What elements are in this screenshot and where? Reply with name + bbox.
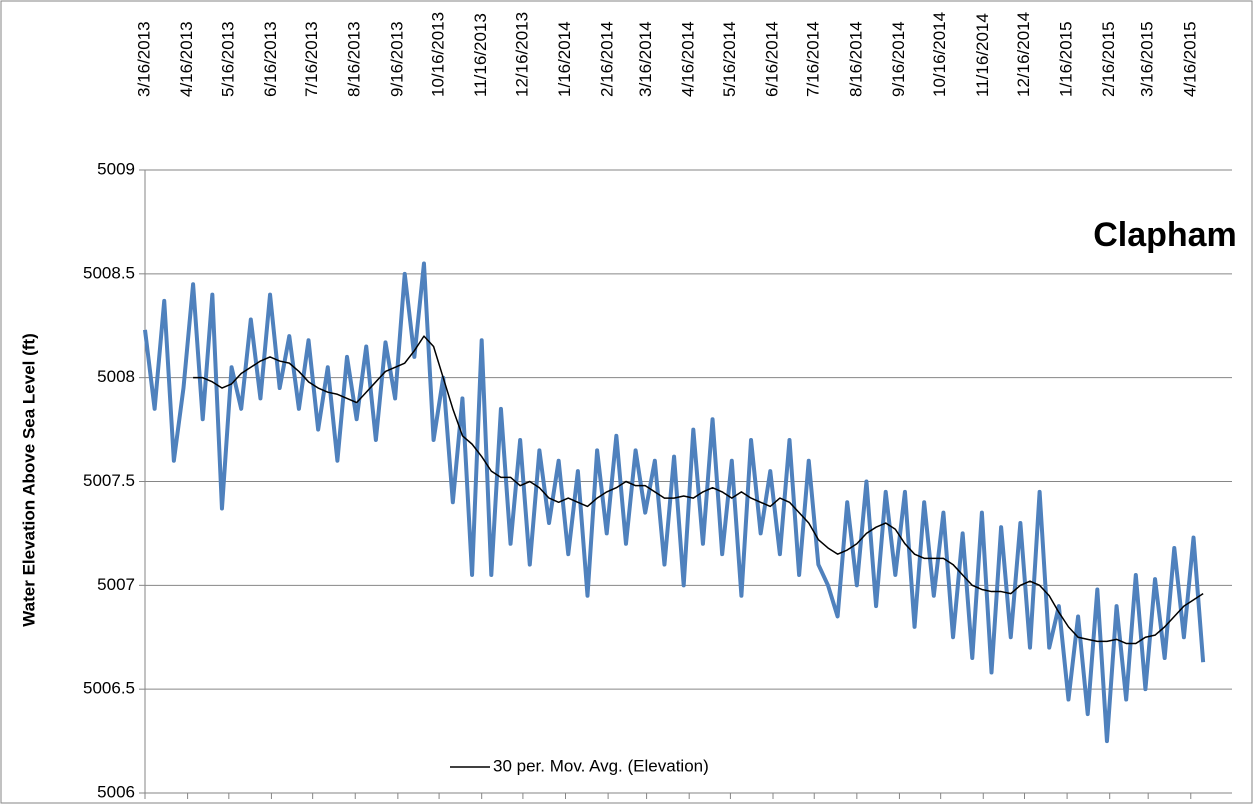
x-tick-label: 4/16/2015 bbox=[1180, 21, 1199, 97]
x-tick-label: 4/16/2014 bbox=[679, 21, 698, 97]
x-tick-label: 2/16/2014 bbox=[598, 21, 617, 97]
x-tick-label: 6/16/2013 bbox=[261, 21, 280, 97]
y-tick-label: 5007 bbox=[97, 575, 135, 594]
x-tick-label: 12/16/2013 bbox=[512, 12, 531, 97]
x-tick-label: 3/16/2014 bbox=[636, 21, 655, 97]
x-tick-label: 6/16/2014 bbox=[762, 21, 781, 97]
x-tick-label: 10/16/2013 bbox=[429, 12, 448, 97]
x-tick-label: 11/16/2013 bbox=[471, 13, 490, 97]
y-tick-label: 5008 bbox=[97, 367, 135, 386]
x-tick-label: 7/16/2014 bbox=[804, 21, 823, 97]
y-tick-label: 5006 bbox=[97, 782, 135, 801]
x-tick-label: 10/16/2014 bbox=[930, 12, 949, 97]
x-tick-label: 5/16/2013 bbox=[218, 21, 237, 97]
x-tick-label: 9/16/2014 bbox=[889, 21, 908, 97]
y-tick-label: 5006.5 bbox=[83, 679, 135, 698]
x-tick-label: 8/16/2013 bbox=[345, 21, 364, 97]
y-axis-title: Water Elevation Above Sea Level (ft) bbox=[19, 333, 38, 626]
x-tick-label: 5/16/2014 bbox=[720, 21, 739, 97]
x-tick-label: 8/16/2014 bbox=[846, 21, 865, 97]
x-tick-label: 1/16/2015 bbox=[1057, 21, 1076, 97]
x-tick-label: 1/16/2014 bbox=[555, 21, 574, 97]
x-tick-label: 9/16/2013 bbox=[387, 21, 406, 97]
x-tick-label: 3/16/2013 bbox=[134, 21, 153, 97]
x-tick-label: 11/16/2014 bbox=[973, 13, 992, 97]
x-tick-label: 3/16/2015 bbox=[1138, 21, 1157, 97]
legend-label: 30 per. Mov. Avg. (Elevation) bbox=[493, 756, 709, 775]
x-tick-label: 4/16/2013 bbox=[177, 21, 196, 97]
x-tick-label: 7/16/2013 bbox=[302, 21, 321, 97]
annotation: Clapham bbox=[1093, 216, 1237, 254]
y-tick-label: 5008.5 bbox=[83, 263, 135, 282]
y-tick-label: 5007.5 bbox=[83, 471, 135, 490]
x-tick-label: 2/16/2015 bbox=[1099, 21, 1118, 97]
series-line bbox=[193, 335, 1204, 645]
y-tick-label: 5009 bbox=[97, 159, 135, 178]
series-line bbox=[143, 261, 1206, 744]
x-tick-label: 12/16/2014 bbox=[1014, 12, 1033, 97]
